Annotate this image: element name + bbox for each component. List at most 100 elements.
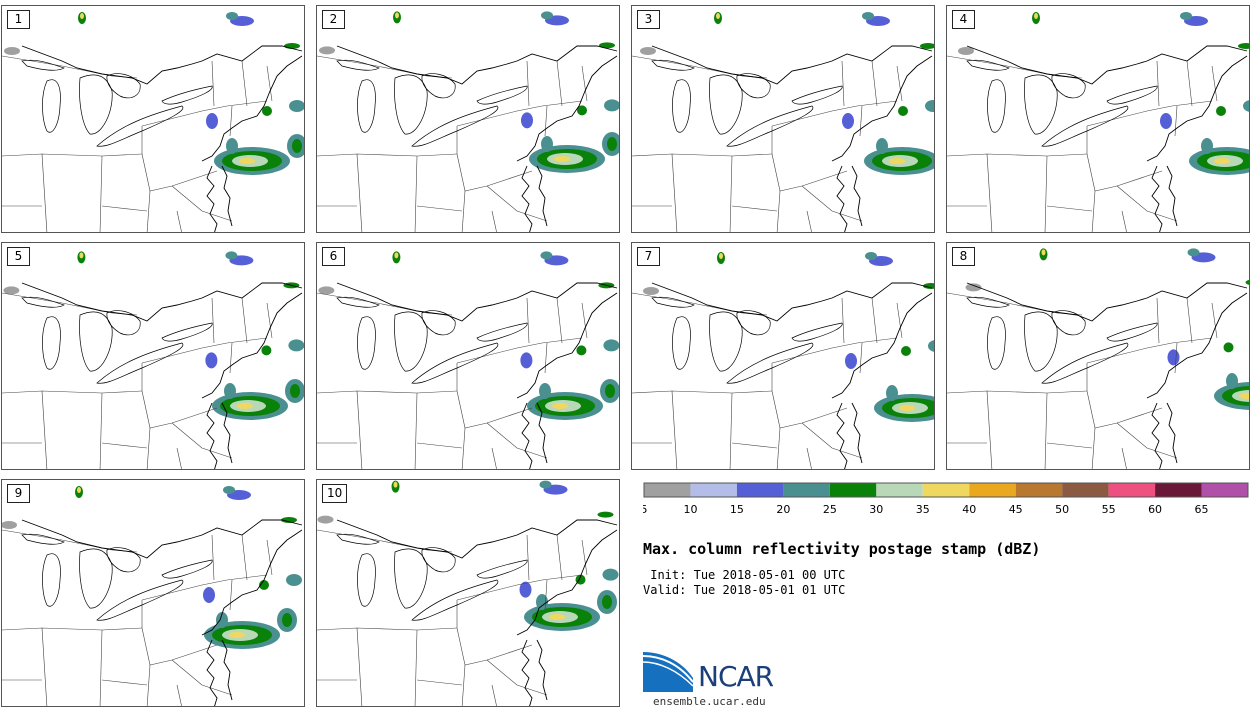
reflectivity-cell (901, 346, 911, 356)
reflectivity-cell (290, 384, 300, 398)
colorbar-swatch (1108, 483, 1156, 497)
reflectivity-cell (899, 405, 915, 411)
reflectivity-cell (539, 480, 552, 489)
reflectivity-cell (286, 574, 302, 586)
reflectivity-cell (603, 339, 619, 352)
valid-value: Tue 2018-05-01 01 UTC (693, 583, 846, 597)
reflectivity-cell (716, 13, 720, 19)
reflectivity-cell (1160, 113, 1172, 129)
ensemble-member-panel: 1 (1, 5, 305, 233)
reflectivity-cell (521, 112, 533, 129)
reflectivity-cell (539, 383, 551, 399)
colorbar-swatch (783, 483, 830, 497)
ncar-wordmark: NCAR (698, 660, 774, 693)
ensemble-member-panel: 4 (946, 5, 1250, 233)
reflectivity-cell (289, 100, 304, 112)
colorbar-swatch (969, 483, 1016, 497)
reflectivity-cell (225, 251, 238, 260)
member-number-label: 7 (637, 247, 660, 266)
reflectivity-cell (865, 252, 877, 260)
colorbar-tick-label: 45 (1009, 503, 1023, 516)
reflectivity-cell (602, 595, 612, 609)
reflectivity-cell (928, 340, 934, 352)
reflectivity-cell (643, 287, 659, 295)
colorbar-swatch (876, 483, 923, 497)
site-url: ensemble.ucar.edu (653, 695, 766, 708)
reflectivity-cell (226, 138, 238, 154)
colorbar-swatch (1062, 483, 1109, 497)
reflectivity-cell (958, 47, 974, 55)
figure-title: Max. column reflectivity postage stamp (… (643, 540, 1041, 558)
reflectivity-map (317, 11, 619, 232)
reflectivity-cell (317, 515, 334, 524)
reflectivity-cell (577, 105, 587, 116)
reflectivity-map (947, 12, 1249, 232)
reflectivity-cell (259, 580, 269, 590)
colorbar-tick-label: 25 (823, 503, 837, 516)
reflectivity-cell (239, 158, 255, 164)
reflectivity-cell (319, 46, 335, 55)
ensemble-member-panel: 6 (316, 242, 620, 470)
init-time: Init: Tue 2018-05-01 00 UTC (643, 568, 845, 582)
member-number-label: 9 (7, 484, 30, 503)
member-number-label: 10 (322, 484, 348, 503)
colorbar-tick-label: 55 (1102, 503, 1116, 516)
reflectivity-cell (1180, 12, 1192, 20)
reflectivity-cell (288, 339, 304, 352)
reflectivity-cell (80, 13, 84, 19)
reflectivity-cell (237, 403, 253, 409)
ensemble-member-panel: 5 (1, 242, 305, 470)
reflectivity-cell (1239, 393, 1249, 399)
init-value: Tue 2018-05-01 00 UTC (693, 568, 846, 582)
reflectivity-cell (393, 481, 398, 488)
reflectivity-colorbar: 5 10 15 20 25 30 35 40 45 50 55 60 65 (643, 482, 1249, 516)
colorbar-swatch (1015, 483, 1063, 497)
reflectivity-map (632, 12, 934, 232)
reflectivity-cell (205, 352, 218, 369)
ensemble-member-panel: 2 (316, 5, 620, 233)
reflectivity-cell (281, 517, 297, 523)
valid-label: Valid: (643, 583, 687, 597)
reflectivity-cell (845, 353, 857, 369)
reflectivity-cell (262, 106, 272, 116)
reflectivity-map (947, 248, 1249, 469)
reflectivity-map (2, 486, 303, 706)
reflectivity-cell (3, 286, 20, 295)
reflectivity-cell (965, 283, 982, 292)
reflectivity-cell (607, 137, 617, 151)
colorbar-tick-label: 20 (776, 503, 790, 516)
member-number-label: 1 (7, 10, 30, 29)
reflectivity-cell (876, 138, 888, 154)
reflectivity-cell (552, 403, 568, 409)
reflectivity-cell (862, 12, 874, 20)
reflectivity-cell (229, 632, 245, 638)
reflectivity-cell (1167, 349, 1180, 366)
colorbar-tick-label: 65 (1195, 503, 1209, 516)
reflectivity-cell (1238, 43, 1249, 49)
reflectivity-cell (1216, 106, 1226, 116)
reflectivity-map (2, 251, 304, 469)
member-number-label: 2 (322, 10, 345, 29)
reflectivity-cell (640, 47, 656, 55)
colorbar-swatch (1201, 483, 1248, 497)
colorbar-tick-label: 5 (643, 503, 648, 516)
reflectivity-cell (540, 251, 553, 260)
reflectivity-cell (886, 385, 898, 401)
reflectivity-cell (1245, 279, 1249, 285)
reflectivity-cell (261, 345, 272, 356)
reflectivity-cell (282, 613, 292, 627)
reflectivity-cell (842, 113, 854, 129)
ncar-logo-icon (643, 652, 694, 692)
colorbar-swatch (829, 483, 877, 497)
reflectivity-map (317, 480, 619, 706)
member-number-label: 6 (322, 247, 345, 266)
reflectivity-cell (597, 511, 614, 518)
reflectivity-cell (1187, 248, 1200, 257)
reflectivity-map (317, 251, 619, 469)
member-number-label: 3 (637, 10, 660, 29)
reflectivity-cell (79, 252, 84, 259)
init-label: Init: (643, 568, 687, 582)
reflectivity-cell (318, 286, 335, 295)
reflectivity-map (2, 12, 304, 232)
reflectivity-cell (226, 12, 238, 20)
